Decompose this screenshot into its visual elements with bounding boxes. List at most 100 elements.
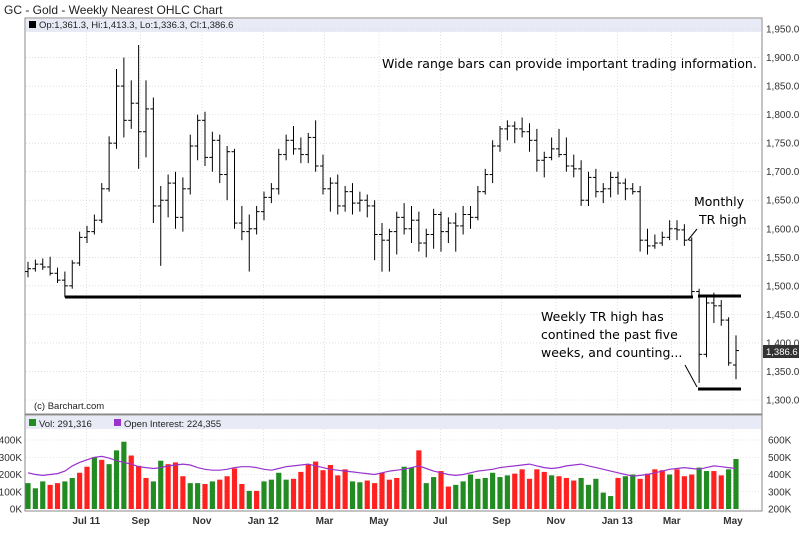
volume-bar xyxy=(718,475,724,509)
x-tick-label: Jul xyxy=(433,516,448,527)
price-tick-label: 1,700.0 xyxy=(766,167,800,178)
volume-bar xyxy=(364,480,370,509)
ohlc-info: Op:1,361.3, Hi:1,413.3, Lo:1,336.3, Cl:1… xyxy=(39,20,233,31)
volume-bar xyxy=(593,478,599,509)
volume-bar xyxy=(113,450,120,509)
x-axis: Jul 11 Sep Nov Jan 12 Mar May Jul Sep Nov Jan 13 M… xyxy=(72,516,743,527)
volume-bar xyxy=(445,486,451,509)
price-bars xyxy=(25,44,739,383)
x-tick-label: Jan 13 xyxy=(602,516,634,527)
volume-bar xyxy=(408,467,415,509)
volume-y-axis: 400K 300K 200K 100K 0K xyxy=(0,436,22,516)
volume-bar xyxy=(305,464,311,509)
volume-bar xyxy=(84,466,90,509)
volume-bar xyxy=(32,488,38,509)
volume-bar xyxy=(733,458,739,509)
volume-bar xyxy=(431,477,437,509)
x-tick-label: Jul 11 xyxy=(72,516,100,527)
volume-bar xyxy=(526,478,533,509)
annotation-monthly-1: Monthly xyxy=(694,194,745,209)
open-interest-line xyxy=(27,455,737,477)
annotation-weekly-2: contined the past five xyxy=(541,327,678,342)
volume-bar xyxy=(268,479,274,509)
oi-legend: Open Interest: 224,355 xyxy=(124,419,221,430)
volume-bar xyxy=(283,479,289,509)
volume-bar xyxy=(519,469,525,509)
volume-bars xyxy=(25,441,739,509)
volume-bar xyxy=(342,469,348,509)
volume-tick-label: 200K xyxy=(0,470,22,481)
annotation-weekly-3: weeks, and counting... xyxy=(541,345,682,360)
volume-bar xyxy=(217,479,223,509)
volume-bar xyxy=(150,481,156,509)
annotation-monthly-2: TR high xyxy=(698,212,747,227)
price-tick-label: 1,350.0 xyxy=(766,367,800,378)
volume-bar xyxy=(187,483,193,509)
volume-bar xyxy=(622,476,628,509)
vol-legend-icon xyxy=(29,419,36,426)
volume-bar xyxy=(99,459,105,509)
volume-bar xyxy=(172,462,179,509)
volume-bar xyxy=(62,481,68,509)
volume-bar xyxy=(674,469,680,509)
volume-bar xyxy=(386,479,392,509)
volume-bar xyxy=(512,473,518,509)
volume-bar xyxy=(703,471,710,509)
price-tick-label: 1,800.0 xyxy=(766,110,800,121)
volume-bar xyxy=(652,469,658,509)
x-tick-label: Jan 12 xyxy=(248,516,280,527)
oi-tick-label: 400K xyxy=(768,470,792,481)
volume-bar xyxy=(667,474,673,509)
price-grid xyxy=(26,28,761,414)
oi-tick-label: 600K xyxy=(768,436,792,447)
volume-bar xyxy=(726,469,732,509)
price-tick-label: 1,850.0 xyxy=(766,82,800,93)
volume-bar xyxy=(254,490,260,509)
volume-bar xyxy=(453,484,459,509)
volume-bar xyxy=(47,484,53,509)
x-tick-label: Sep xyxy=(492,516,510,527)
price-tick-label: 1,300.0 xyxy=(766,396,800,407)
volume-bar xyxy=(600,492,606,509)
x-tick-label: Mar xyxy=(316,516,334,527)
volume-bar xyxy=(438,471,444,509)
price-tick-label: 1,750.0 xyxy=(766,139,800,150)
volume-bar xyxy=(327,465,333,509)
volume-bar xyxy=(239,483,245,509)
volume-bar xyxy=(298,471,304,509)
volume-bar xyxy=(401,466,407,509)
volume-bar xyxy=(357,482,363,509)
volume-bar xyxy=(25,483,31,509)
volume-bar xyxy=(556,476,562,509)
volume-info-band xyxy=(26,416,761,429)
volume-bar xyxy=(541,471,547,509)
price-tick-label: 1,950.0 xyxy=(766,25,800,36)
volume-bar xyxy=(106,464,112,509)
volume-bar xyxy=(224,476,230,509)
x-tick-label: Sep xyxy=(132,516,150,527)
volume-bar xyxy=(91,457,97,509)
x-tick-label: Nov xyxy=(193,516,212,527)
volume-tick-label: 400K xyxy=(0,436,22,447)
volume-bar xyxy=(261,481,267,509)
volume-bar xyxy=(77,472,83,509)
volume-bar xyxy=(571,480,577,509)
price-tick-label: 1,900.0 xyxy=(766,53,800,64)
volume-bar xyxy=(490,472,496,509)
volume-bar xyxy=(180,476,186,509)
volume-bar xyxy=(659,470,665,509)
oi-tick-label: 300K xyxy=(768,487,792,498)
chart-title: GC - Gold - Weekly Nearest OHLC Chart xyxy=(4,3,223,17)
x-tick-label: Mar xyxy=(663,516,681,527)
volume-bar xyxy=(158,460,164,509)
volume-bar xyxy=(585,484,592,509)
oi-y-axis: 600K 500K 400K 300K 200K xyxy=(768,436,792,516)
last-price-text: 1,386.6 xyxy=(766,347,798,358)
volume-bar xyxy=(372,483,378,509)
volume-bar xyxy=(467,474,474,509)
last-price-tag xyxy=(763,345,799,358)
volume-bar xyxy=(475,478,481,509)
volume-bar xyxy=(143,477,149,509)
monthly-callout-line xyxy=(687,228,698,241)
